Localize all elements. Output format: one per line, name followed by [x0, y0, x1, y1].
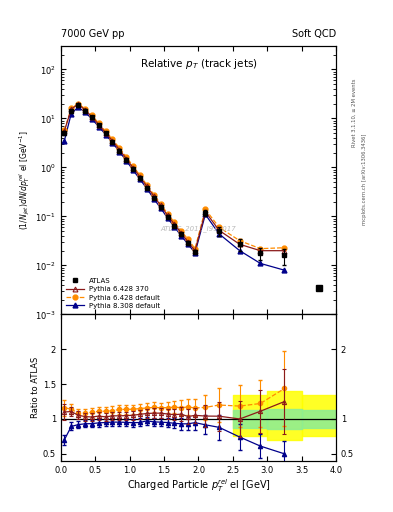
- Text: ATLAS_2011_I919017: ATLAS_2011_I919017: [161, 225, 236, 232]
- Text: Soft QCD: Soft QCD: [292, 29, 336, 39]
- Text: Rivet 3.1.10, ≥ 2M events: Rivet 3.1.10, ≥ 2M events: [352, 78, 357, 147]
- Y-axis label: Ratio to ATLAS: Ratio to ATLAS: [31, 357, 40, 418]
- X-axis label: Charged Particle $p_T^{rel}$ el [GeV]: Charged Particle $p_T^{rel}$ el [GeV]: [127, 477, 270, 494]
- Text: mcplots.cern.ch [arXiv:1306.3436]: mcplots.cern.ch [arXiv:1306.3436]: [362, 134, 367, 225]
- Text: 7000 GeV pp: 7000 GeV pp: [61, 29, 125, 39]
- Y-axis label: $(1/N_{jet})dN/dp_T^{rel}$ el [GeV$^{-1}$]: $(1/N_{jet})dN/dp_T^{rel}$ el [GeV$^{-1}…: [18, 131, 32, 230]
- Legend: ATLAS, Pythia 6.428 370, Pythia 6.428 default, Pythia 8.308 default: ATLAS, Pythia 6.428 370, Pythia 6.428 de…: [64, 275, 163, 311]
- Text: Relative $p_T$ (track jets): Relative $p_T$ (track jets): [140, 57, 257, 71]
